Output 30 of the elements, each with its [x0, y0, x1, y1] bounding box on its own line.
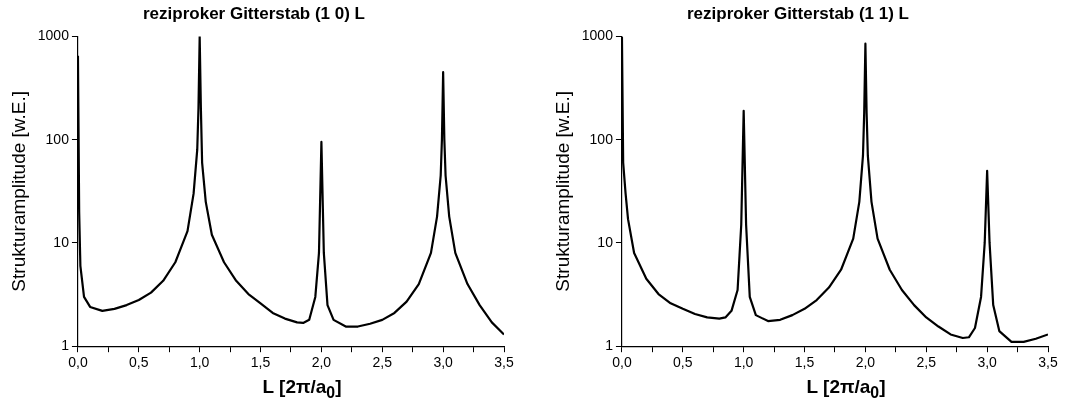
y-tick-label: 1000 — [581, 27, 614, 44]
y-tick-label: 1 — [61, 337, 70, 354]
y-tick-label: 10 — [53, 233, 70, 250]
x-tick-label: 1,5 — [794, 354, 815, 371]
y-tick-label: 100 — [45, 130, 70, 147]
x-axis-title: L [2π/a$_{0}$] — [805, 375, 887, 403]
y-tick-label: 10 — [597, 233, 614, 250]
x-tick-label: 0,0 — [68, 354, 88, 371]
x-tick-label: 2,0 — [855, 354, 876, 371]
x-tick-label: 1,5 — [250, 354, 271, 371]
y-tick-label: 1 — [605, 337, 614, 354]
x-tick-label: 3,0 — [977, 354, 998, 371]
y-axis-title: Strukturamplitude [w.E.] — [7, 90, 29, 292]
x-tick-label: 0,0 — [612, 354, 632, 371]
y-axis-title: Strukturamplitude [w.E.] — [551, 90, 573, 292]
x-axis-title: L [2π/a$_{0}$] — [261, 375, 343, 403]
x-tick-label: 3,5 — [1038, 354, 1058, 371]
x-tick-label: 3,0 — [433, 354, 454, 371]
x-tick-label: 2,5 — [916, 354, 937, 371]
chart-title: reziproker Gitterstab (1 1) L — [686, 3, 910, 23]
x-tick-label: 0,5 — [129, 354, 149, 371]
x-tick-label: 3,5 — [494, 354, 514, 371]
chart-title: reziproker Gitterstab (1 0) L — [142, 3, 366, 23]
x-tick-label: 1,0 — [733, 354, 754, 371]
y-tick-label: 100 — [589, 130, 614, 147]
x-tick-label: 2,0 — [311, 354, 332, 371]
x-tick-label: 1,0 — [189, 354, 210, 371]
y-tick-label: 1000 — [37, 27, 70, 44]
x-tick-label: 2,5 — [372, 354, 393, 371]
x-tick-label: 0,5 — [673, 354, 693, 371]
